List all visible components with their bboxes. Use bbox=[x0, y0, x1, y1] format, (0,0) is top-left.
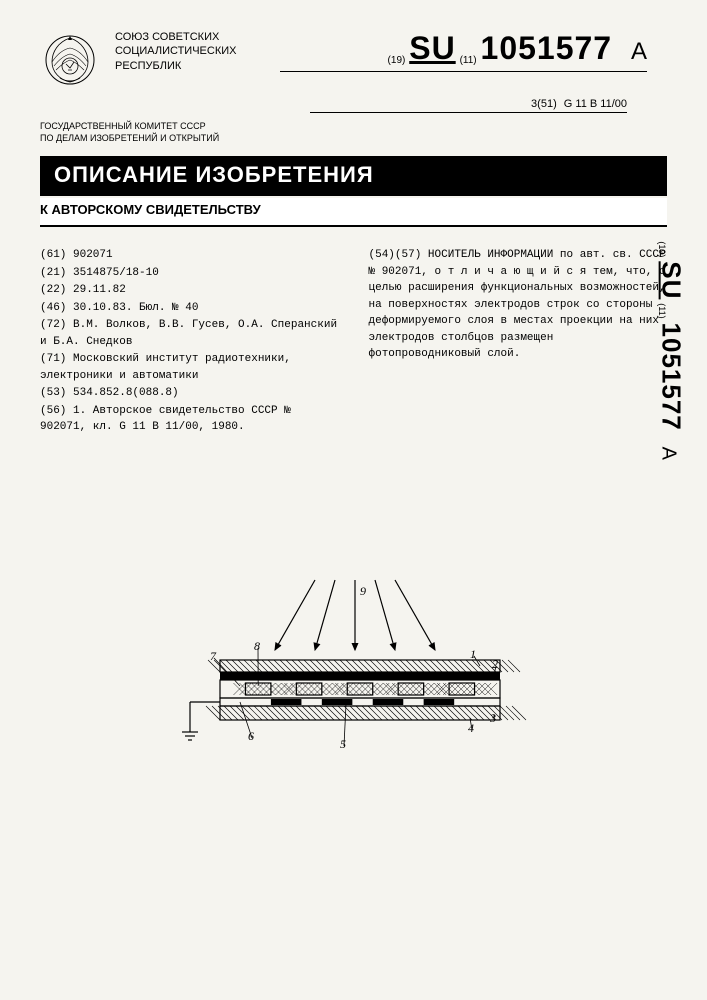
doc-kind: A bbox=[631, 38, 647, 65]
svg-text:7: 7 bbox=[210, 649, 217, 663]
field-71: (71) Московский институт радиотехники, э… bbox=[40, 351, 339, 384]
bibliographic-data: (61) 902071 (21) 3514875/18-10 (22) 29.1… bbox=[40, 247, 667, 437]
ipc-code: G 11 B 11/00 bbox=[564, 98, 627, 110]
doc-prefix: (11) bbox=[460, 55, 477, 66]
title-sub: К АВТОРСКОМУ СВИДЕТЕЛЬСТВУ bbox=[40, 198, 667, 227]
svg-text:4: 4 bbox=[468, 721, 474, 735]
side-doc-number: (19) SU (11) 1051577 A bbox=[656, 241, 687, 460]
org-line: СОЮЗ СОВЕТСКИХ bbox=[115, 30, 265, 44]
title-main: ОПИСАНИЕ ИЗОБРЕТЕНИЯ bbox=[54, 162, 653, 188]
doc-number: 1051577 bbox=[481, 30, 613, 66]
country-prefix: (19) bbox=[388, 55, 406, 66]
svg-text:2: 2 bbox=[492, 657, 498, 671]
committee-line: ПО ДЕЛАМ ИЗОБРЕТЕНИЙ И ОТКРЫТИЙ bbox=[40, 133, 667, 145]
doc-number-block: (19) SU (11) 1051577 A bbox=[280, 30, 667, 76]
svg-text:6: 6 bbox=[248, 729, 254, 743]
ipc-prefix: 3(51) bbox=[531, 98, 557, 110]
svg-text:3: 3 bbox=[489, 711, 496, 725]
abstract: (54)(57) НОСИТЕЛЬ ИНФОРМАЦИИ по авт. св.… bbox=[369, 247, 668, 363]
country-code: SU bbox=[409, 30, 455, 66]
committee-name: ГОСУДАРСТВЕННЫЙ КОМИТЕТ СССР ПО ДЕЛАМ ИЗ… bbox=[40, 121, 667, 144]
field-22: (22) 29.11.82 bbox=[40, 282, 339, 299]
org-line: РЕСПУБЛИК bbox=[115, 59, 265, 73]
field-72: (72) В.М. Волков, В.В. Гусев, О.А. Спера… bbox=[40, 317, 339, 350]
svg-text:9: 9 bbox=[360, 584, 366, 598]
field-21: (21) 3514875/18-10 bbox=[40, 265, 339, 282]
field-46: (46) 30.10.83. Бюл. № 40 bbox=[40, 300, 339, 317]
figure: 1 2 3 4 5 6 7 8 9 bbox=[0, 530, 707, 830]
field-56: (56) 1. Авторское свидетельство СССР № 9… bbox=[40, 403, 339, 436]
org-name: СОЮЗ СОВЕТСКИХ СОЦИАЛИСТИЧЕСКИХ РЕСПУБЛИ… bbox=[115, 30, 265, 73]
title-block: ОПИСАНИЕ ИЗОБРЕТЕНИЯ bbox=[40, 156, 667, 196]
svg-text:5: 5 bbox=[340, 737, 346, 751]
svg-text:1: 1 bbox=[470, 647, 476, 661]
ipc-classification: 3(51) G 11 B 11/00 bbox=[40, 98, 667, 110]
field-53: (53) 534.852.8(088.8) bbox=[40, 385, 339, 402]
svg-text:8: 8 bbox=[254, 639, 260, 653]
field-61: (61) 902071 bbox=[40, 247, 339, 264]
committee-line: ГОСУДАРСТВЕННЫЙ КОМИТЕТ СССР bbox=[40, 121, 667, 133]
state-emblem bbox=[40, 30, 100, 90]
org-line: СОЦИАЛИСТИЧЕСКИХ bbox=[115, 44, 265, 58]
